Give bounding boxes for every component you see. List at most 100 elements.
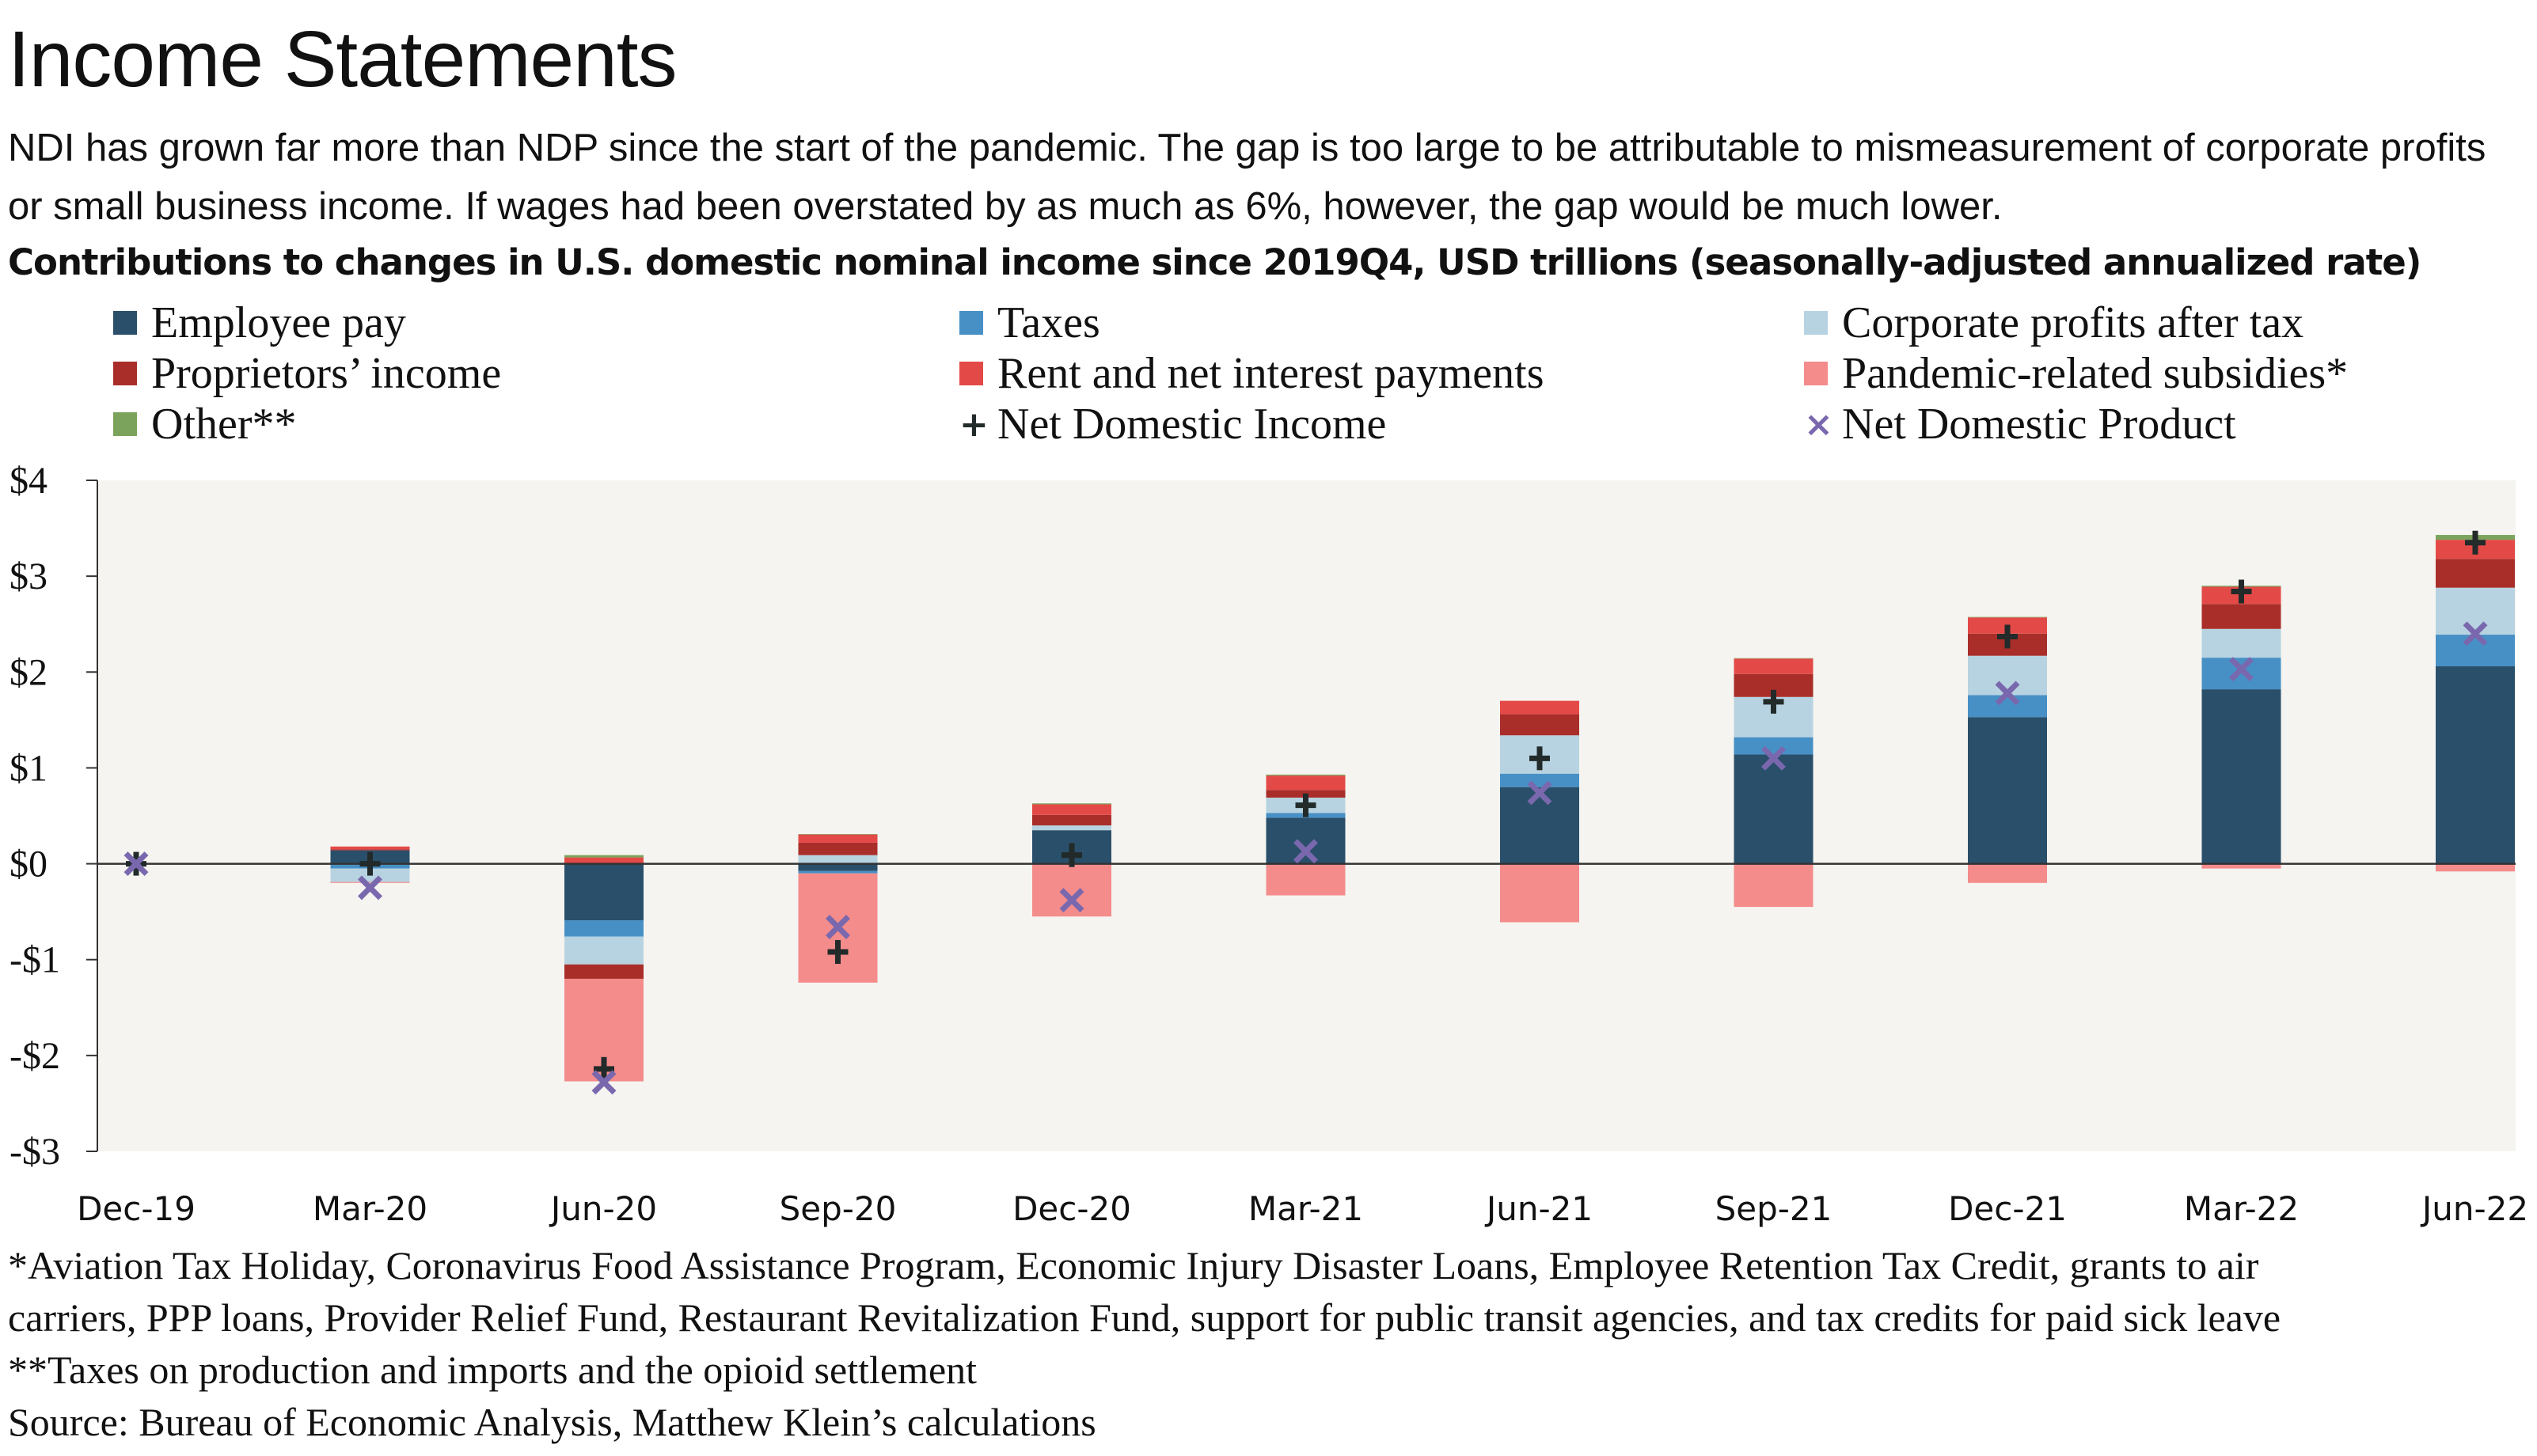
legend-label: Taxes	[997, 298, 1100, 347]
footnote-2: carriers, PPP loans, Provider Relief Fun…	[8, 1295, 2281, 1340]
bar-segment	[2201, 628, 2281, 658]
x-tick-label: Jun-21	[1484, 1189, 1593, 1228]
ndp-marker	[2229, 657, 2254, 682]
ndi-marker	[594, 1056, 614, 1081]
page-title: Income Statements	[8, 15, 678, 104]
bar-segment	[1266, 817, 1346, 864]
x-tick-label: Mar-20	[313, 1189, 427, 1228]
source-note: Source: Bureau of Economic Analysis, Mat…	[8, 1400, 1096, 1444]
bar-segment	[564, 936, 644, 965]
ndi-marker	[1997, 624, 2018, 649]
ndi-marker	[827, 940, 849, 965]
legend-label: Net Domestic Product	[1842, 400, 2236, 449]
legend-item: Proprietors’ income	[113, 348, 501, 399]
x-tick-label: Jun-22	[2420, 1189, 2528, 1228]
ndp-marker	[1059, 888, 1084, 913]
legend-label: Proprietors’ income	[151, 349, 502, 398]
bar-segment	[330, 849, 410, 851]
legend-swatch	[1804, 362, 1828, 385]
bar-segment	[798, 870, 878, 874]
x-tick-label: Dec-20	[1012, 1189, 1131, 1228]
bar-segment	[1968, 717, 2047, 864]
bar-segment	[1968, 863, 2047, 883]
y-tick-label: -$1	[9, 939, 60, 981]
ndp-marker	[2463, 621, 2488, 646]
legend-swatch	[113, 311, 137, 335]
ndp-marker	[826, 915, 850, 940]
bar-segment	[1032, 803, 1111, 805]
ndp-marker	[1293, 839, 1318, 864]
bar-segment	[1266, 863, 1346, 896]
bar-segment	[564, 855, 644, 858]
legend-label: Pandemic-related subsidies*	[1842, 349, 2349, 398]
bar-segment	[1734, 658, 1813, 659]
legend-item: × Net Domestic Product	[1804, 399, 2236, 449]
legend-label: Employee pay	[151, 298, 406, 347]
ndp-marker	[1761, 745, 1786, 771]
bar-segment	[2201, 863, 2281, 869]
bar-segment	[564, 920, 644, 937]
legend-item: Pandemic-related subsidies*	[1804, 348, 2348, 399]
bar-segment	[1032, 825, 1111, 831]
bar-segment	[1968, 695, 2047, 718]
bar-segment	[1500, 700, 1579, 715]
legend-label: Corporate profits after tax	[1842, 298, 2304, 347]
bar-segment	[2436, 587, 2515, 635]
bar-segment	[1500, 714, 1579, 736]
legend-swatch	[113, 412, 137, 436]
ndi-marker	[1062, 843, 1082, 867]
ndp-marker	[358, 875, 382, 901]
bar-segment	[798, 842, 878, 855]
legend-label: Rent and net interest payments	[997, 349, 1544, 398]
bar-segment	[2436, 863, 2515, 872]
bar-segment	[1266, 775, 1346, 791]
chart-title: Contributions to changes in U.S. domesti…	[8, 241, 2421, 283]
x-tick-label: Jun-20	[549, 1189, 657, 1228]
y-tick-label: $0	[9, 844, 47, 885]
legend-swatch	[113, 362, 137, 385]
legend-label: Net Domestic Income	[997, 400, 1387, 449]
x-tick-label: Dec-21	[1948, 1189, 2067, 1228]
x-tick-label: Sep-21	[1715, 1189, 1832, 1228]
ndi-marker	[2465, 530, 2486, 555]
bar-segment	[2201, 689, 2281, 864]
ndi-marker	[1529, 746, 1550, 771]
legend-label: Other**	[151, 400, 297, 449]
ndi-marker	[359, 851, 381, 876]
legend-item: Employee pay	[113, 298, 406, 348]
ndp-marker	[1995, 681, 2020, 706]
ndp-marker	[591, 1070, 617, 1095]
subtitle: NDI has grown far more than NDP since th…	[8, 127, 2486, 228]
legend-swatch	[959, 362, 983, 385]
bar-segment	[2436, 666, 2515, 864]
ndi-marker	[2231, 579, 2252, 604]
legend-item: Other**	[113, 399, 297, 449]
footnote-1: *Aviation Tax Holiday, Coronavirus Food …	[8, 1243, 2259, 1287]
bar-segment	[2436, 559, 2515, 588]
bar-segment	[330, 846, 410, 850]
x-tick-label: Sep-20	[780, 1189, 897, 1228]
bar-segment	[1968, 655, 2047, 696]
x-tick-label: Mar-22	[2184, 1189, 2299, 1228]
legend-swatch	[1804, 311, 1828, 335]
bar-segment	[564, 964, 644, 979]
footnote-3: **Taxes on production and imports and th…	[8, 1348, 978, 1392]
bar-segment	[1734, 658, 1813, 674]
bar-segment	[1032, 804, 1111, 815]
y-tick-label: $4	[9, 460, 47, 502]
y-tick-label: $1	[9, 747, 47, 789]
bar-segment	[798, 863, 878, 871]
y-tick-label: $3	[9, 555, 47, 597]
bar-segment	[2436, 635, 2515, 667]
bar-segment	[1734, 737, 1813, 755]
x-tick-label: Mar-21	[1248, 1189, 1363, 1228]
ndi-marker	[1763, 689, 1784, 714]
bar-segment	[330, 882, 410, 883]
bar-segment	[1734, 754, 1813, 864]
legend-swatch	[959, 311, 983, 335]
y-tick-label: $2	[9, 651, 47, 693]
bar-segment	[798, 834, 878, 843]
bar-segment	[1500, 773, 1579, 787]
legend-item: Corporate profits after tax	[1804, 298, 2303, 348]
bar-segment	[2201, 604, 2281, 629]
